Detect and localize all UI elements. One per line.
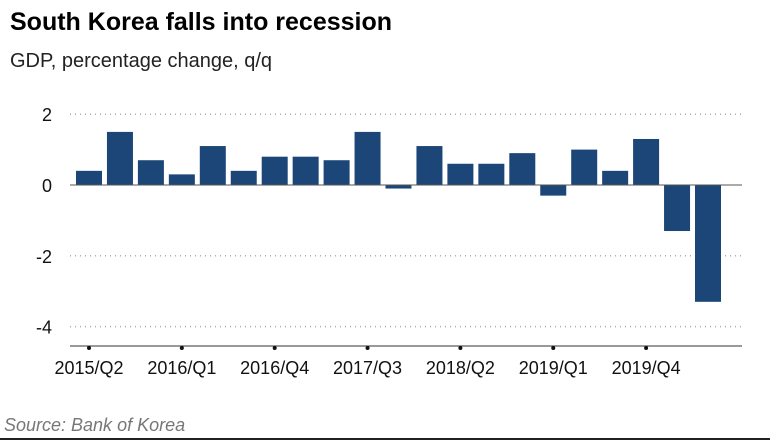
x-tick-label: 2015/Q2 [54, 358, 123, 378]
x-tick-label: 2016/Q1 [147, 358, 216, 378]
bar-2016/Q1 [168, 174, 195, 185]
bar-2017/Q3 [354, 131, 381, 185]
bar-2018/Q2 [447, 163, 474, 185]
x-tick-label: 2019/Q1 [519, 358, 588, 378]
bar-2015/Q3 [106, 131, 133, 185]
bar-2018/Q1 [416, 146, 443, 185]
bar-2017/Q4 [385, 185, 412, 189]
x-tick-mark [458, 346, 463, 350]
footer-rule [0, 438, 770, 440]
bar-2019/Q3 [602, 170, 629, 185]
x-tick-mark [272, 346, 277, 350]
x-tick-label: 2019/Q4 [612, 358, 681, 378]
bar-2018/Q4 [509, 153, 536, 185]
x-tick-mark [644, 346, 649, 350]
bar-2015/Q4 [137, 160, 164, 185]
x-tick-label: 2016/Q4 [240, 358, 309, 378]
bar-2015/Q2 [76, 170, 102, 185]
bar-2020/Q2 [695, 185, 721, 302]
bar-2017/Q2 [323, 160, 350, 185]
bar-2019/Q4 [633, 138, 660, 185]
x-tick-mark [551, 346, 556, 350]
bar-2020/Q1 [664, 185, 691, 232]
y-tick-label: -4 [36, 318, 52, 338]
bar-2016/Q4 [261, 156, 288, 185]
bar-2019/Q1 [540, 185, 567, 196]
x-tick-mark [365, 346, 370, 350]
chart-subtitle: GDP, percentage change, q/q [10, 50, 273, 72]
y-tick-label: -2 [36, 247, 52, 267]
chart-title: South Korea falls into recession [10, 8, 393, 36]
x-tick-label: 2017/Q3 [333, 358, 402, 378]
bar-2016/Q2 [199, 146, 226, 185]
bar-2017/Q1 [292, 156, 319, 185]
y-tick-label: 0 [42, 176, 52, 196]
x-tick-mark [179, 346, 184, 350]
x-tick-label: 2018/Q2 [426, 358, 495, 378]
x-tick-mark [87, 346, 91, 350]
bar-2018/Q3 [478, 163, 505, 185]
source-note: Source: Bank of Korea [4, 415, 186, 435]
bar-2016/Q3 [230, 170, 257, 185]
bar-2019/Q2 [571, 149, 598, 185]
y-tick-label: 2 [42, 105, 52, 125]
